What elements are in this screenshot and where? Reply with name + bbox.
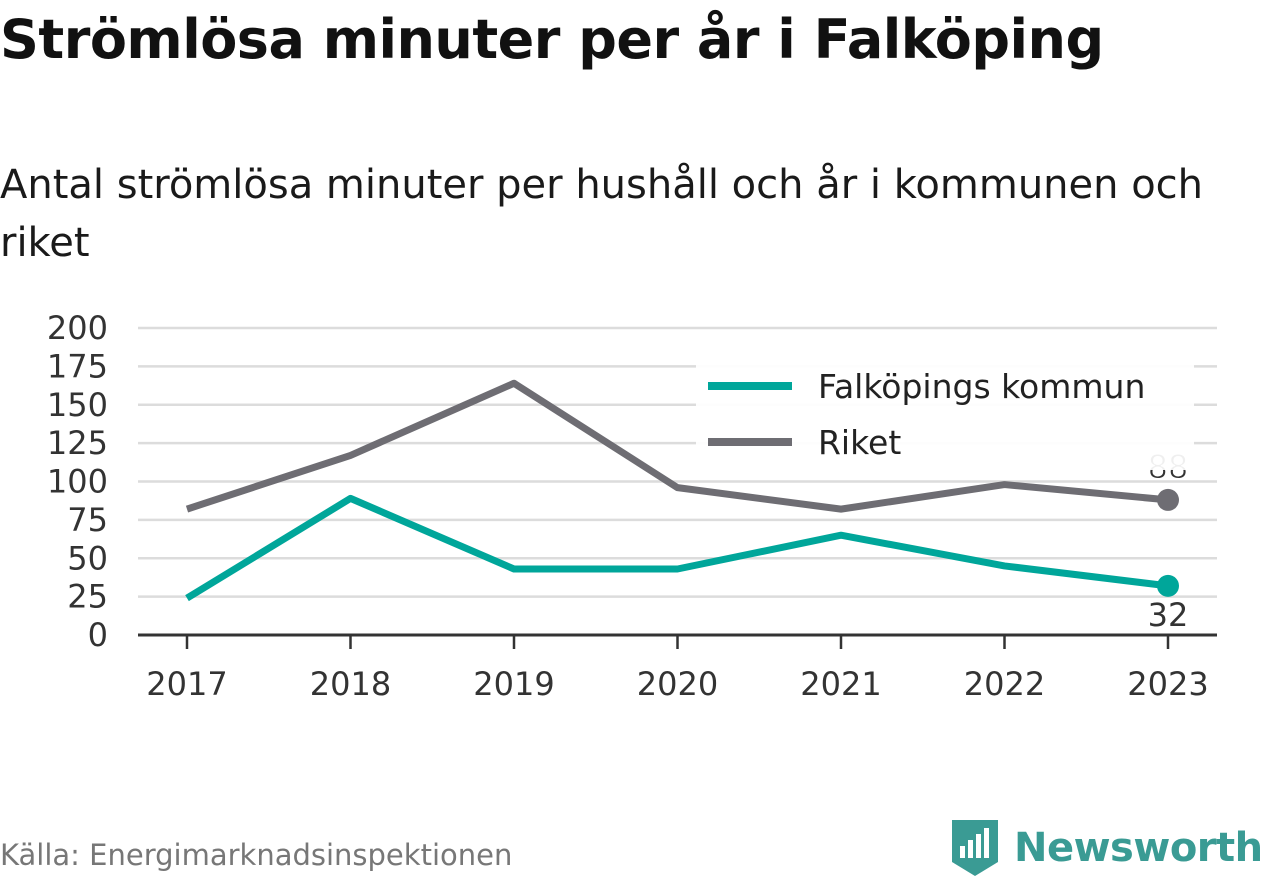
y-tick-label: 100 [47,463,108,501]
y-tick-label: 0 [88,616,108,654]
brand-logo: Newsworthy [950,818,1262,878]
brand-name: Newsworthy [1014,825,1262,871]
x-tick-label: 2023 [1127,665,1208,703]
y-tick-label: 50 [67,539,108,577]
legend: Falköpings kommun Riket [696,358,1194,470]
x-axis-ticks: 2017 2018 2019 2020 2021 2022 2023 [138,633,1217,703]
chart-subtitle: Antal strömlösa minuter per hushåll och … [0,162,1204,266]
newsworthy-logo-icon [952,820,998,876]
end-point-riket [1157,488,1179,511]
source-text: Källa: Energimarknadsinspektionen [0,838,513,872]
series-line-falkoping [185,494,1169,602]
x-tick-label: 2020 [637,665,718,703]
series-line-riket [185,379,1169,513]
y-tick-label: 75 [67,501,108,539]
y-tick-label: 175 [47,347,108,385]
legend-box [696,358,1194,470]
x-tick-label: 2021 [800,665,881,703]
y-tick-label: 25 [67,578,108,616]
chart-title: Strömlösa minuter per år i Falköping [0,8,1104,71]
y-tick-label: 200 [47,309,108,347]
x-tick-label: 2022 [964,665,1045,703]
y-tick-label: 125 [47,424,108,462]
end-value-label-falkoping: 32 [1148,596,1189,634]
end-point-falkoping [1157,574,1179,597]
x-tick-label: 2017 [146,665,227,703]
legend-label: Falköpings kommun [818,367,1145,406]
x-tick-label: 2018 [310,665,391,703]
legend-label: Riket [818,423,901,462]
y-tick-label: 150 [47,386,108,424]
x-tick-label: 2019 [473,665,554,703]
